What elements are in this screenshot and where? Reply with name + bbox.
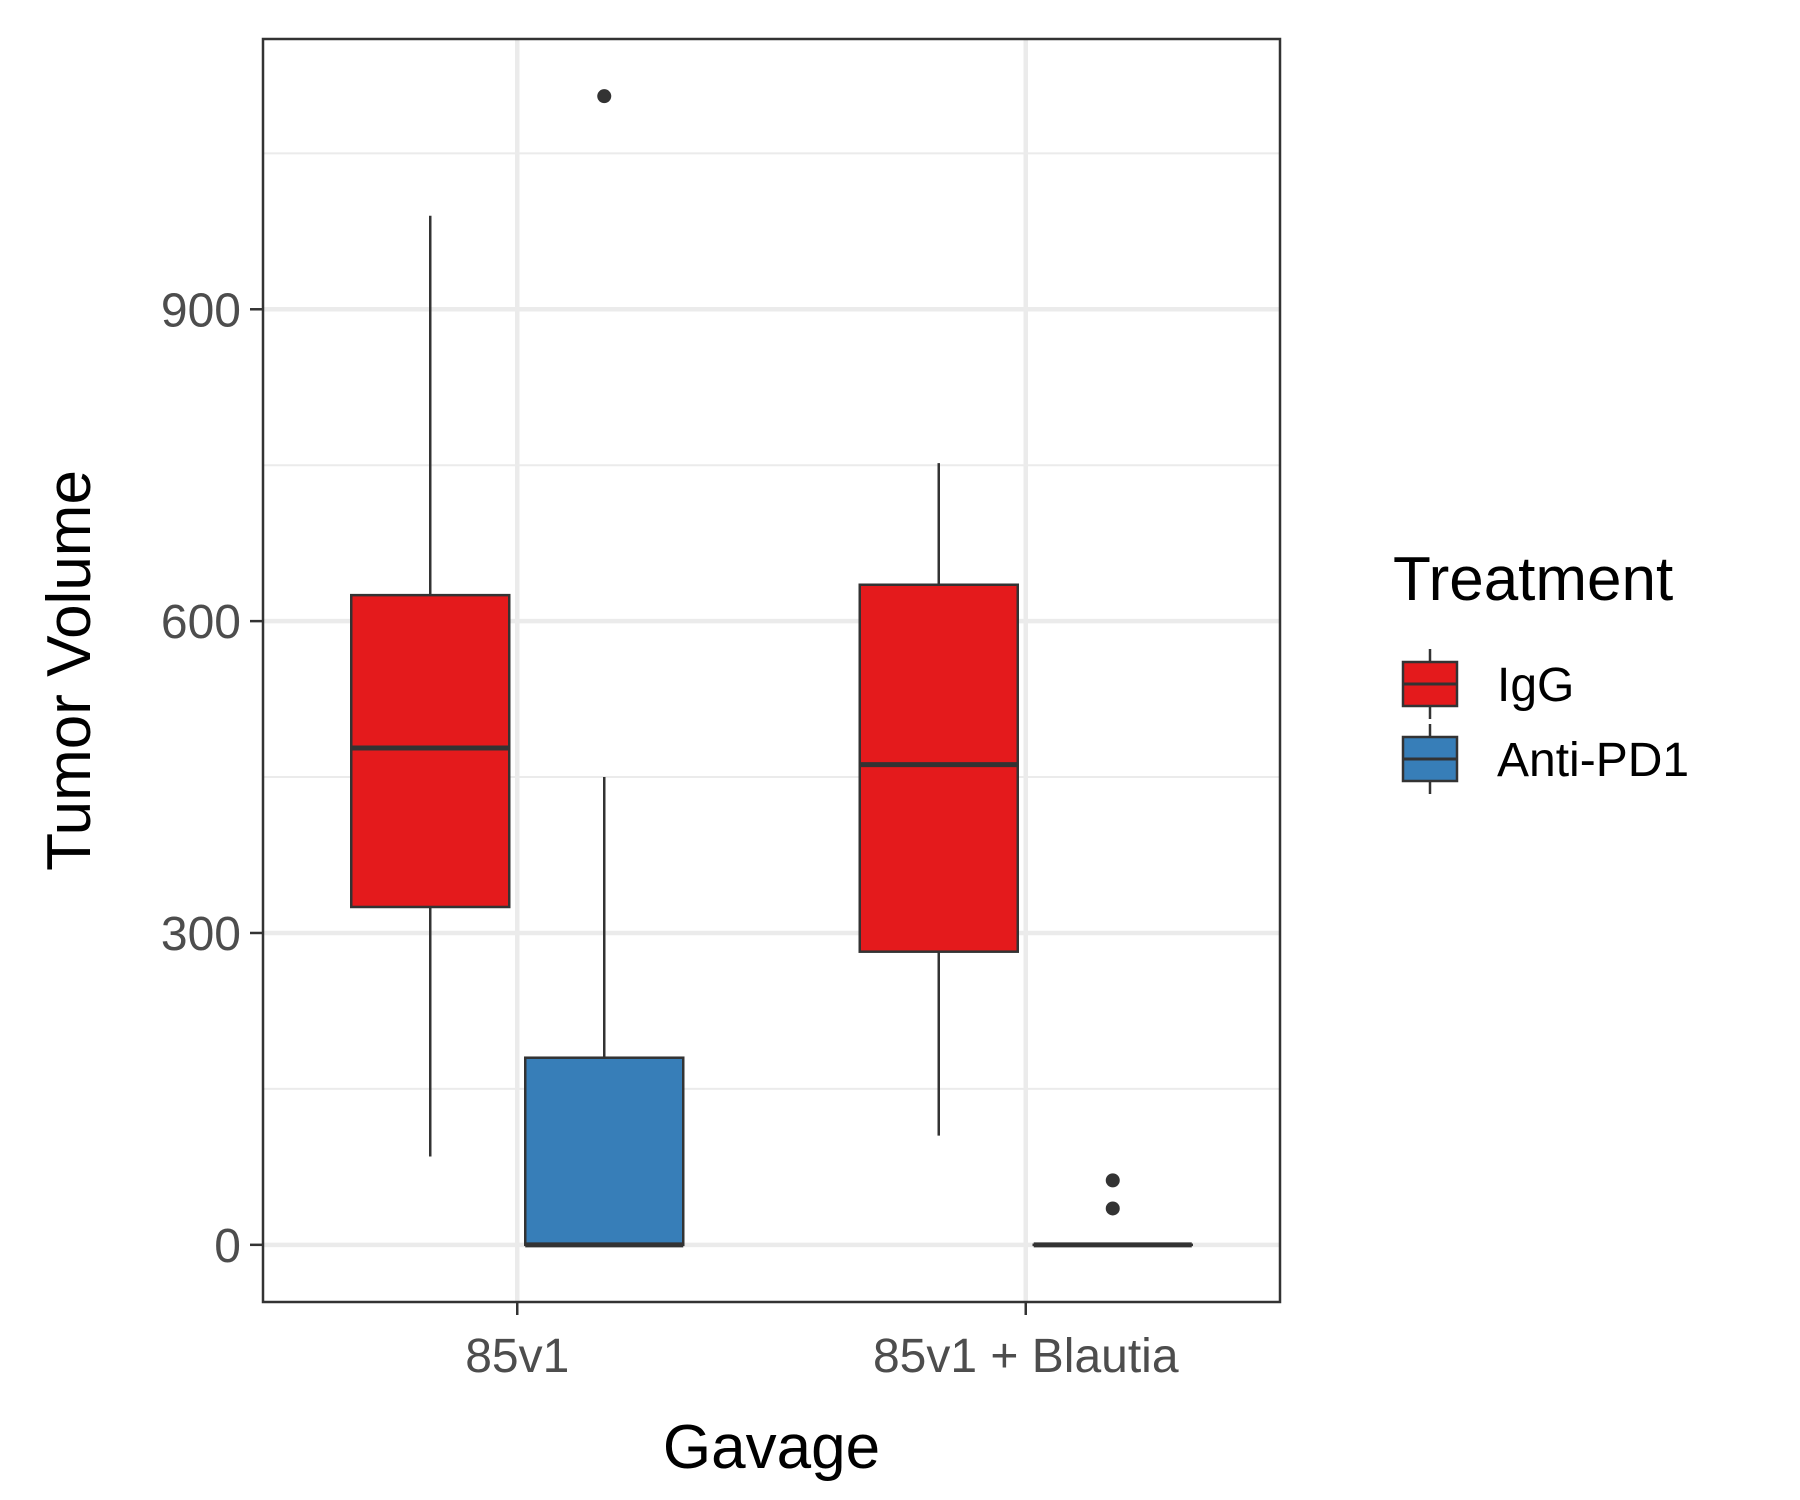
box-Anti-PD1-85v1 + Blautia [1032,1173,1193,1248]
y-tick-label: 600 [161,596,241,649]
legend: Treatment IgG Anti-PD1 [1393,545,1689,794]
x-axis: 85v1 85v1 + Blautia [465,1302,1179,1383]
box-IgG-85v1 + Blautia [858,463,1019,1136]
box-groups [350,89,1193,1248]
x-tick-label: 85v1 + Blautia [873,1330,1179,1383]
box-Anti-PD1-85v1 [524,89,685,1248]
x-axis-title: Gavage [663,1413,880,1482]
legend-title: Treatment [1393,545,1673,614]
legend-entry-Anti-PD1: Anti-PD1 [1401,724,1689,794]
box-IgG-85v1 [350,215,511,1157]
x-tick-label: 85v1 [465,1330,569,1383]
y-tick-label: 900 [161,284,241,337]
plot-panel [261,37,1282,1304]
legend-label: IgG [1497,659,1574,712]
y-tick-label: 0 [214,1220,241,1273]
box-iqr [350,593,511,909]
box-iqr [858,583,1019,953]
outlier-point [1105,1201,1120,1216]
box-iqr [524,1056,685,1247]
y-axis: 0 300 600 900 [161,284,263,1273]
outlier-point [1105,1173,1120,1188]
legend-entry-IgG: IgG [1401,649,1574,719]
y-axis-title: Tumor Volume [35,470,104,871]
outlier-point [597,89,612,104]
y-tick-label: 300 [161,908,241,961]
legend-label: Anti-PD1 [1497,734,1689,787]
